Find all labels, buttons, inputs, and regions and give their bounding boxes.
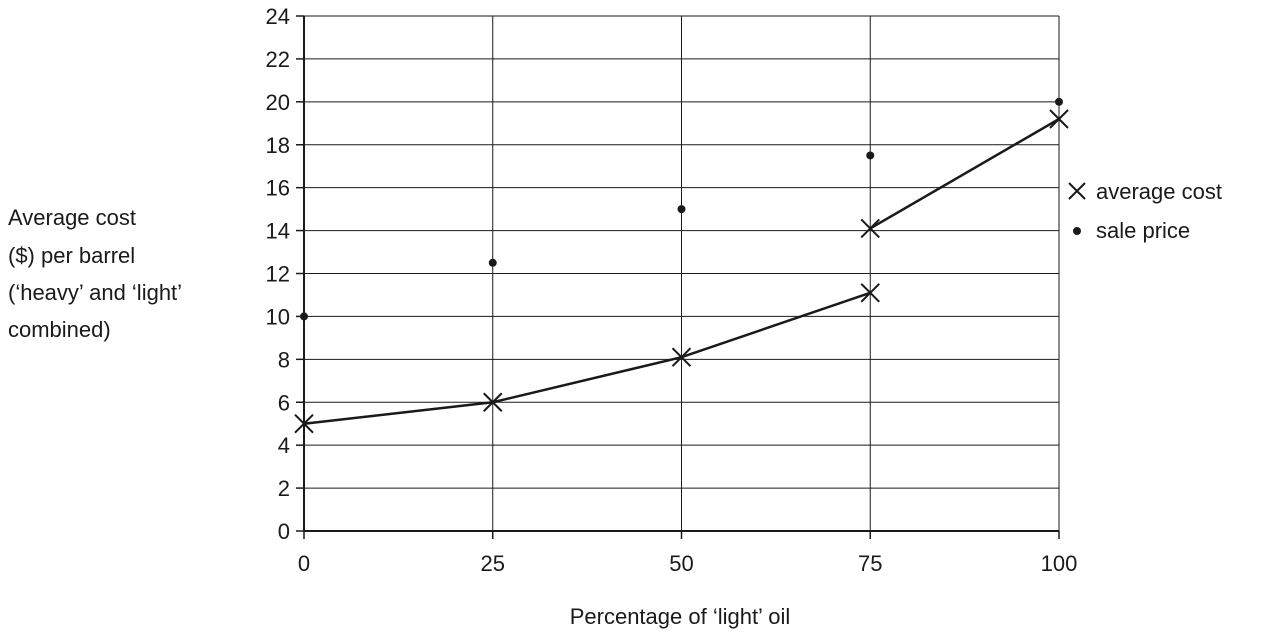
y-tick-label: 12 (266, 262, 290, 287)
x-tick-label: 25 (481, 551, 505, 576)
y-tick-label: 22 (266, 47, 290, 72)
average-cost-point (294, 414, 314, 434)
average-cost-point (483, 392, 503, 412)
y-tick-label: 10 (266, 304, 290, 329)
x-tick-label: 0 (298, 551, 310, 576)
y-tick-label: 0 (278, 519, 290, 544)
legend-dot-marker (1073, 227, 1081, 235)
legend-label-average-cost: average cost (1096, 179, 1222, 204)
legend: average cost sale price (1068, 179, 1222, 243)
sale-price-point (300, 312, 308, 321)
y-tick-label: 8 (278, 347, 290, 372)
y-tick-label: 24 (266, 4, 290, 29)
x-tick-label: 100 (1041, 551, 1078, 576)
axes (296, 15, 1060, 539)
y-axis-title: Average cost ($) per barrel (‘heavy’ and… (8, 205, 187, 342)
x-tick-labels: 0 25 50 75 100 (298, 551, 1077, 576)
x-tick-label: 50 (669, 551, 693, 576)
average-cost-line (303, 291, 871, 425)
sale-price-point (1055, 97, 1063, 106)
average-cost-point (671, 347, 692, 367)
y-tick-label: 16 (266, 176, 290, 201)
y-tick-label: 20 (266, 90, 290, 115)
legend-label-sale-price: sale price (1096, 218, 1190, 243)
y-axis-title-line: ($) per barrel (8, 243, 135, 268)
average-cost-point (1049, 109, 1069, 129)
average-cost-line (869, 117, 1060, 230)
y-axis-title-line: combined) (8, 317, 111, 342)
x-tick-label: 75 (858, 551, 882, 576)
x-axis-title: Percentage of ‘light’ oil (570, 604, 791, 629)
legend-cross-marker (1068, 182, 1086, 200)
average-cost-point (860, 218, 880, 239)
grid-lines (304, 15, 1060, 531)
sale-price-point (488, 258, 497, 267)
y-tick-label: 4 (278, 433, 290, 458)
y-axis-title-line: Average cost (8, 205, 136, 230)
y-tick-label: 6 (278, 390, 290, 415)
average-cost-point (860, 283, 880, 303)
y-axis-title-line: (‘heavy’ and ‘light’ (8, 280, 181, 305)
sale-price-point (866, 151, 875, 160)
series (294, 97, 1069, 434)
y-tick-label: 18 (266, 133, 290, 158)
sale-price-point (677, 205, 686, 214)
y-tick-label: 2 (278, 476, 290, 501)
y-tick-label: 14 (266, 219, 290, 244)
